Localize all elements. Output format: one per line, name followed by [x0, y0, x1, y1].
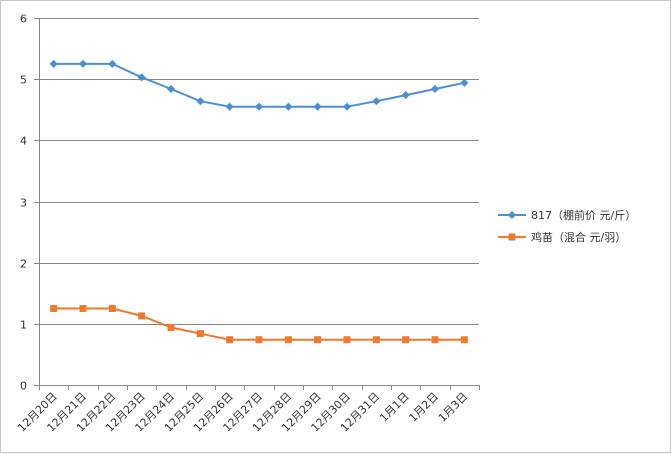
data-point — [225, 102, 234, 111]
data-point — [78, 59, 88, 69]
x-tick-label: 1月3日 — [436, 390, 471, 425]
series-2 — [50, 305, 468, 344]
data-point — [431, 336, 439, 344]
legend-label: 鸡苗（混合 元/羽） — [531, 230, 626, 244]
data-point — [372, 336, 380, 344]
data-point — [167, 324, 175, 332]
data-point — [430, 84, 440, 94]
data-point — [342, 102, 352, 111]
data-point — [196, 97, 205, 106]
legend-swatch-marker — [507, 210, 517, 220]
x-tick-labels: 12月20日12月21日12月22日12月23日12月24日12月25日12月2… — [15, 390, 470, 435]
data-point — [372, 97, 381, 106]
data-point — [284, 336, 292, 344]
data-point — [402, 336, 410, 344]
x-tick-label: 1月2日 — [406, 390, 441, 425]
series-group — [49, 59, 469, 344]
legend: 817（棚前价 元/斤） 鸡苗（混合 元/羽） — [498, 208, 636, 244]
y-tick-label: 3 — [20, 197, 27, 210]
data-point — [254, 102, 264, 111]
legend-item-1: 817（棚前价 元/斤） — [498, 208, 636, 222]
data-point — [343, 336, 351, 344]
legend-item-2: 鸡苗（混合 元/羽） — [498, 230, 626, 244]
y-tick-label: 4 — [20, 135, 27, 148]
data-point — [108, 59, 117, 69]
legend-label: 817（棚前价 元/斤） — [531, 208, 636, 222]
data-point — [79, 305, 87, 313]
x-tick-label: 1月1日 — [377, 390, 412, 425]
data-point — [49, 59, 58, 69]
data-point — [313, 102, 322, 111]
data-point — [314, 336, 322, 344]
data-point — [226, 336, 234, 344]
data-point — [138, 312, 146, 320]
gridlines — [39, 18, 479, 325]
data-point — [108, 305, 116, 313]
data-point — [196, 330, 204, 338]
y-tick-label: 6 — [20, 13, 27, 26]
data-point — [460, 336, 468, 344]
series-line — [53, 62, 465, 108]
y-tick-label: 5 — [20, 74, 27, 87]
y-tick-labels: 0 1 2 3 4 5 6 — [20, 13, 27, 393]
y-tick-label: 2 — [20, 258, 27, 271]
data-point — [50, 305, 58, 313]
series-1 — [49, 59, 469, 111]
legend-swatch-marker — [508, 233, 516, 241]
data-point — [137, 73, 146, 82]
y-tick-label: 0 — [20, 380, 27, 393]
data-point — [284, 102, 293, 111]
data-point — [166, 84, 176, 94]
y-tick-label: 1 — [20, 319, 27, 332]
data-point — [460, 78, 469, 87]
axes — [34, 18, 480, 390]
data-point — [255, 336, 263, 344]
data-point — [401, 90, 410, 100]
